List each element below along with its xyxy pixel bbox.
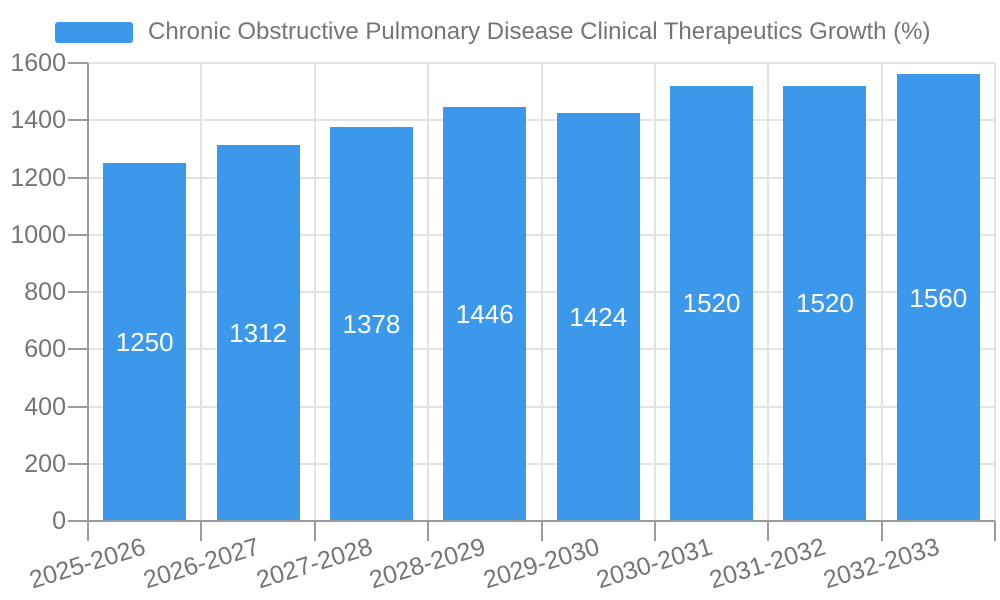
y-axis-tick-label: 1000	[10, 220, 66, 249]
y-axis-tick-label: 1200	[10, 163, 66, 192]
y-axis-tick	[68, 520, 88, 522]
x-gridline	[313, 63, 316, 521]
y-axis-tick-label: 400	[24, 392, 66, 421]
y-axis-tick-label: 600	[24, 335, 66, 364]
x-axis-tick	[87, 521, 89, 541]
bar-value-label: 1520	[796, 288, 854, 319]
x-axis-tick-label: 2027-2028	[253, 532, 376, 595]
bar-value-label: 1446	[455, 299, 514, 330]
y-axis-tick	[68, 462, 88, 465]
bar-value-label: 1312	[229, 318, 287, 349]
x-axis-tick-label: 2026-2027	[139, 532, 263, 595]
y-axis-line	[87, 63, 89, 521]
x-axis-tick	[540, 521, 543, 541]
x-gridline	[994, 63, 996, 521]
y-axis-tick	[68, 62, 88, 64]
x-axis-line	[88, 520, 995, 522]
y-axis-tick-label: 1400	[10, 106, 66, 135]
x-gridline	[200, 63, 203, 521]
x-axis-tick	[200, 521, 203, 541]
x-axis-tick-label: 2029-2030	[479, 532, 603, 595]
x-axis-tick	[427, 521, 430, 541]
x-gridline	[880, 63, 883, 521]
x-gridline	[540, 63, 543, 521]
y-axis-tick	[68, 348, 88, 351]
bar[interactable]	[896, 74, 980, 521]
x-gridline	[653, 63, 656, 521]
x-axis-tick-label: 2030-2031	[593, 532, 716, 595]
bar[interactable]	[103, 163, 187, 521]
x-gridline	[427, 63, 430, 521]
bar-value-label: 1250	[115, 327, 174, 358]
y-axis-tick	[68, 405, 88, 408]
y-axis-tick-label: 200	[24, 449, 66, 478]
x-axis-tick-label: 2028-2029	[366, 532, 489, 595]
bar-value-label: 1424	[569, 302, 628, 333]
bar[interactable]	[783, 85, 867, 521]
legend-label: Chronic Obstructive Pulmonary Disease Cl…	[148, 18, 931, 45]
x-axis-tick	[313, 521, 316, 541]
x-axis-tick-label: 2025-2026	[26, 532, 149, 595]
x-axis-tick	[653, 521, 656, 541]
bar-value-label: 1560	[909, 282, 968, 313]
y-axis-tick	[68, 291, 88, 293]
bar[interactable]	[329, 126, 413, 521]
y-axis-tick	[68, 119, 88, 122]
bar-value-label: 1520	[682, 288, 741, 319]
y-axis-tick-label: 0	[52, 507, 66, 535]
legend-swatch-icon	[55, 21, 133, 43]
y-axis-tick	[68, 233, 88, 236]
x-axis-tick	[880, 521, 883, 541]
y-axis-tick	[68, 176, 88, 179]
bar[interactable]	[556, 113, 640, 521]
x-axis-tick-label: 2032-2033	[819, 532, 943, 595]
bar[interactable]	[443, 107, 527, 521]
x-axis-tick	[994, 521, 996, 541]
x-axis-tick	[767, 521, 770, 541]
bar[interactable]	[216, 145, 300, 521]
bar-value-label: 1378	[342, 308, 401, 339]
x-axis-tick-label: 2031-2032	[706, 532, 830, 595]
bar[interactable]	[670, 85, 754, 521]
x-gridline	[767, 63, 770, 521]
y-axis-tick-label: 1600	[10, 49, 66, 77]
y-axis-tick-label: 800	[24, 278, 66, 306]
legend-item[interactable]: Chronic Obstructive Pulmonary Disease Cl…	[55, 18, 931, 46]
